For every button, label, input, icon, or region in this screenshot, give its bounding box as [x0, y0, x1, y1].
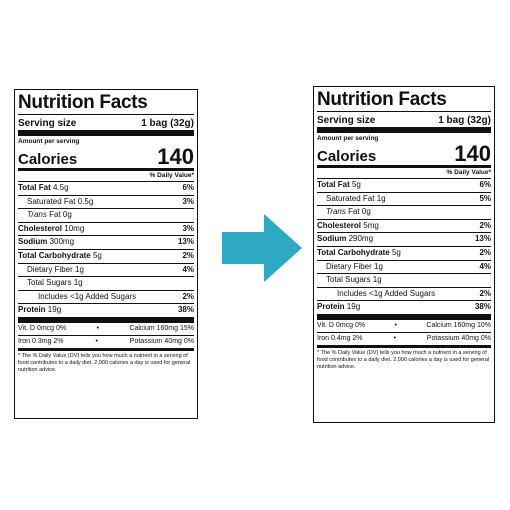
nutrition-label-original: Nutrition Facts Serving size 1 bag (32g)…: [14, 89, 198, 419]
serving-size-row: Serving size 1 bag (32g): [317, 114, 491, 127]
vitamin-row-1: Vit. D 0mcg 0% • Calcium 160mg 15%: [18, 316, 194, 335]
nutrient-row-total-sugars: Total Sugars 1g: [317, 273, 491, 287]
arrow-right-icon: [222, 214, 302, 287]
nutrition-label-updated: Nutrition Facts Serving size 1 bag (32g)…: [313, 86, 495, 423]
serving-size-row: Serving size 1 bag (32g): [18, 117, 194, 130]
nutrient-row-total-sugars: Total Sugars 1g: [18, 276, 194, 290]
calories-value: 140: [157, 144, 194, 169]
calories-label: Calories: [317, 148, 377, 165]
nutrient-row-added-sugars: Includes <1g Added Sugars 2%: [317, 286, 491, 301]
nutrient-row-trans-fat: Trans Fat 0g: [317, 205, 491, 219]
nutrient-row-protein: Protein 19g 38%: [317, 300, 491, 314]
nutrient-row-fiber: Dietary Fiber 1g 4%: [317, 259, 491, 274]
nutrient-row-total-fat: Total Fat 5g 6%: [317, 178, 491, 192]
nutrient-row-saturated-fat: Saturated Fat 0.5g 3%: [18, 194, 194, 209]
label-title: Nutrition Facts: [317, 89, 447, 110]
nutrient-row-added-sugars: Includes <1g Added Sugars 2%: [18, 289, 194, 304]
footnote: * The % Daily Value (DV) tells you how m…: [317, 344, 491, 371]
serving-size-label: Serving size: [18, 118, 77, 129]
serving-size-label: Serving size: [317, 115, 376, 126]
nutrient-row-saturated-fat: Saturated Fat 1g 5%: [317, 191, 491, 206]
vitamin-row-2: Iron 0.4mg 2% • Potassium 40mg 0%: [317, 331, 491, 345]
nutrient-row-total-carb: Total Carbohydrate 5g 2%: [18, 248, 194, 263]
amount-per-serving: Amount per serving: [18, 138, 80, 145]
nutrient-row-cholesterol: Cholesterol 10mg 3%: [18, 221, 194, 236]
nutrient-row-sodium: Sodium 290mg 13%: [317, 232, 491, 246]
calories-row: Calories 140: [317, 143, 491, 165]
nutrient-row-trans-fat: Trans Fat 0g: [18, 208, 194, 222]
label-title: Nutrition Facts: [18, 92, 148, 113]
nutrient-row-cholesterol: Cholesterol 5mg 2%: [317, 218, 491, 233]
footnote: * The % Daily Value (DV) tells you how m…: [18, 347, 194, 374]
daily-value-header: % Daily Value*: [18, 168, 194, 181]
daily-value-header: % Daily Value*: [317, 165, 491, 178]
vitamin-row-1: Vit. D 0mcg 0% • Calcium 160mg 10%: [317, 313, 491, 332]
amount-per-serving: Amount per serving: [317, 135, 379, 142]
serving-size-value: 1 bag (32g): [141, 118, 194, 129]
nutrient-row-total-fat: Total Fat 4.5g 6%: [18, 181, 194, 195]
nutrient-row-fiber: Dietary Fiber 1g 4%: [18, 262, 194, 277]
serving-size-value: 1 bag (32g): [438, 115, 491, 126]
calories-row: Calories 140: [18, 146, 194, 168]
vitamin-row-2: Iron 0.3mg 2% • Potassium 40mg 0%: [18, 334, 194, 348]
nutrient-row-sodium: Sodium 300mg 13%: [18, 235, 194, 249]
nutrient-row-total-carb: Total Carbohydrate 5g 2%: [317, 245, 491, 260]
calories-value: 140: [454, 141, 491, 166]
nutrient-row-protein: Protein 19g 38%: [18, 303, 194, 317]
calories-label: Calories: [18, 151, 78, 168]
